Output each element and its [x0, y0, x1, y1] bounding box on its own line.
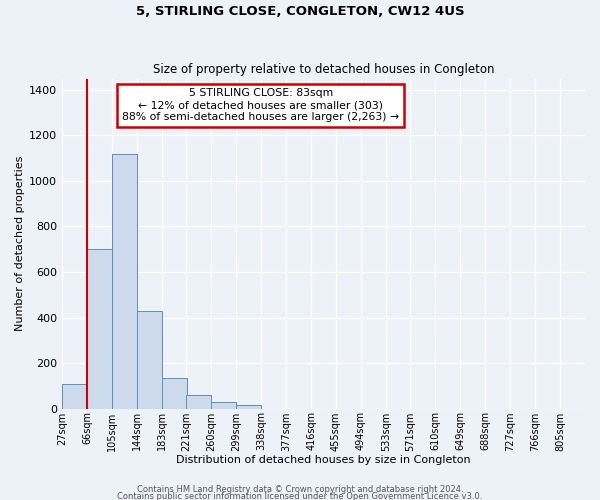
Y-axis label: Number of detached properties: Number of detached properties — [15, 156, 25, 331]
Title: Size of property relative to detached houses in Congleton: Size of property relative to detached ho… — [153, 63, 494, 76]
Bar — [87, 248, 112, 408]
Bar — [187, 396, 211, 408]
Bar — [62, 384, 87, 408]
Text: Contains HM Land Registry data © Crown copyright and database right 2024.: Contains HM Land Registry data © Crown c… — [137, 485, 463, 494]
Bar — [236, 405, 261, 408]
Text: 5, STIRLING CLOSE, CONGLETON, CW12 4US: 5, STIRLING CLOSE, CONGLETON, CW12 4US — [136, 5, 464, 18]
Bar — [137, 310, 162, 408]
Bar — [211, 402, 236, 408]
Bar — [112, 154, 137, 408]
Text: 5 STIRLING CLOSE: 83sqm
← 12% of detached houses are smaller (303)
88% of semi-d: 5 STIRLING CLOSE: 83sqm ← 12% of detache… — [122, 88, 400, 122]
Text: Contains public sector information licensed under the Open Government Licence v3: Contains public sector information licen… — [118, 492, 482, 500]
X-axis label: Distribution of detached houses by size in Congleton: Distribution of detached houses by size … — [176, 455, 471, 465]
Bar — [162, 378, 187, 408]
